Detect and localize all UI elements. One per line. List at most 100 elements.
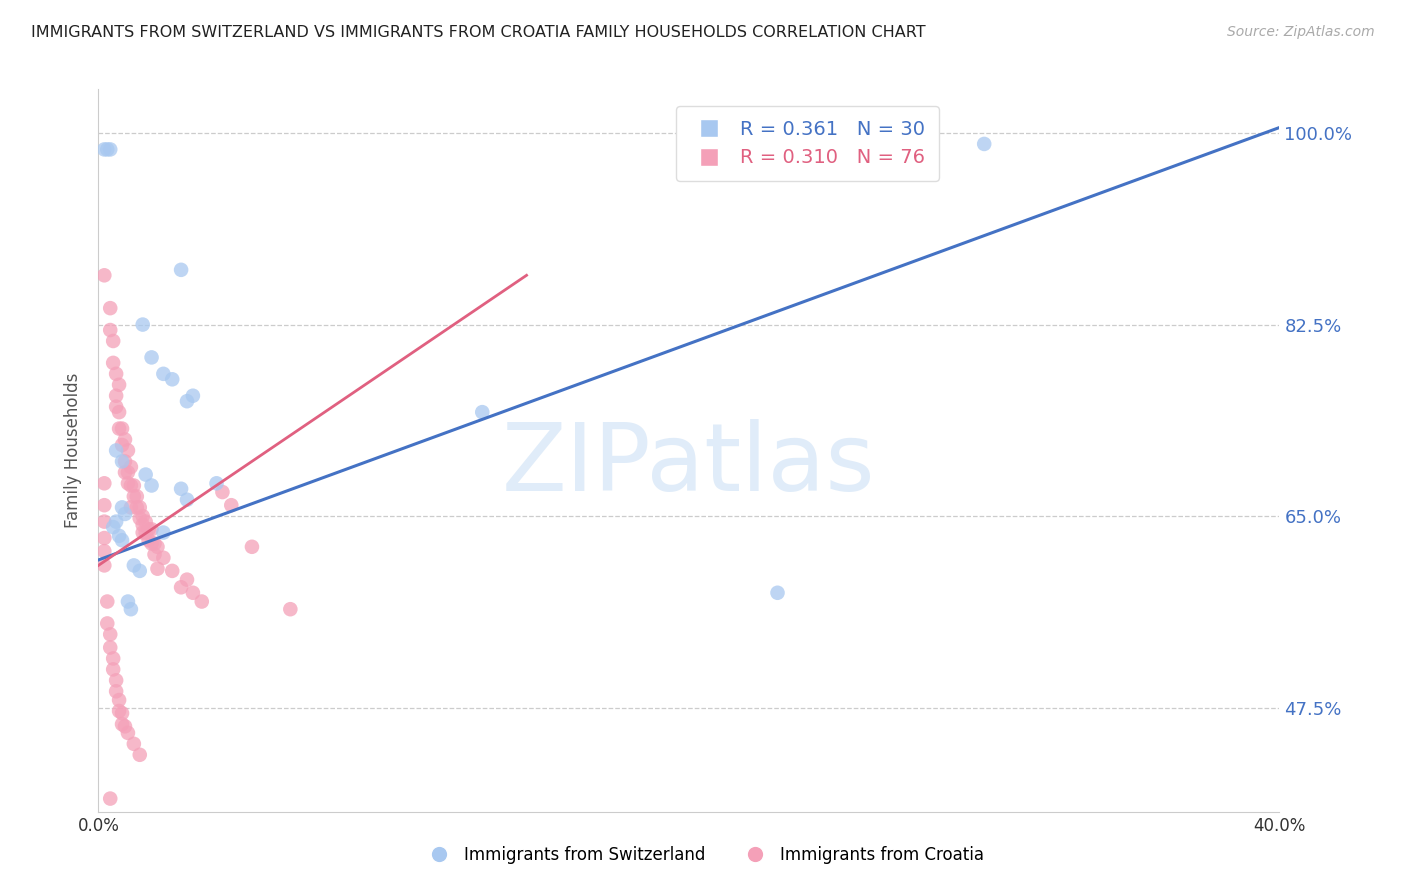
Point (103, 520, 125, 534)
Y-axis label: Family Households: Family Households (65, 373, 83, 528)
Point (103, 651, 125, 665)
Point (120, 500, 142, 515)
Point (205, 476, 228, 491)
Point (111, 717, 134, 731)
Point (143, 536, 166, 550)
Point (152, 367, 174, 381)
Point (117, 476, 139, 491)
Point (103, 356, 125, 370)
Point (105, 443, 128, 458)
Point (105, 673, 128, 688)
Point (120, 459, 142, 474)
Point (128, 511, 150, 525)
Point (108, 529, 131, 543)
Point (108, 421, 131, 435)
Point (108, 405, 131, 419)
Point (138, 522, 160, 536)
Point (176, 394, 198, 409)
Point (176, 492, 198, 507)
Text: IMMIGRANTS FROM SWITZERLAND VS IMMIGRANTS FROM CROATIA FAMILY HOUSEHOLDS CORRELA: IMMIGRANTS FROM SWITZERLAND VS IMMIGRANT… (31, 25, 925, 40)
Point (108, 704, 131, 718)
Point (98, 791, 121, 805)
Point (105, 400, 128, 414)
Point (191, 594, 214, 608)
Point (143, 548, 166, 562)
Point (114, 433, 136, 447)
Point (141, 536, 163, 550)
Point (170, 482, 193, 496)
Point (132, 318, 155, 332)
Point (108, 693, 131, 707)
Point (162, 372, 183, 386)
Point (117, 594, 139, 608)
Point (122, 737, 145, 751)
Point (181, 586, 204, 600)
Point (111, 706, 134, 721)
Point (114, 454, 136, 468)
Point (93, 515, 115, 529)
Point (122, 558, 145, 573)
Point (105, 684, 128, 698)
Point (146, 562, 169, 576)
Point (117, 726, 139, 740)
Point (111, 500, 134, 515)
Point (114, 466, 136, 480)
Point (98, 142, 121, 156)
Point (973, 136, 995, 151)
Point (128, 747, 150, 762)
Point (125, 500, 148, 515)
Point (96, 594, 118, 608)
Point (111, 421, 134, 435)
Point (128, 500, 150, 515)
Point (152, 525, 174, 540)
Point (146, 540, 169, 554)
Point (141, 478, 163, 492)
Text: ZIPatlas: ZIPatlas (502, 419, 876, 511)
Point (96, 142, 118, 156)
Point (111, 533, 134, 548)
Point (122, 490, 145, 504)
Point (132, 525, 155, 540)
Point (120, 478, 142, 492)
Point (471, 405, 494, 419)
Point (98, 301, 121, 315)
Legend: R = 0.361   N = 30, R = 0.310   N = 76: R = 0.361 N = 30, R = 0.310 N = 76 (676, 106, 939, 181)
Point (128, 564, 150, 578)
Point (93, 531, 115, 545)
Point (117, 443, 139, 458)
Point (138, 533, 160, 548)
Point (176, 573, 198, 587)
Point (170, 262, 193, 277)
Point (93, 142, 115, 156)
Point (141, 351, 163, 365)
Point (181, 389, 204, 403)
Point (141, 522, 163, 536)
Point (170, 580, 193, 594)
Point (93, 268, 115, 283)
Point (117, 466, 139, 480)
Point (93, 558, 115, 573)
Point (114, 507, 136, 521)
Point (122, 478, 145, 492)
Point (93, 544, 115, 558)
Point (132, 517, 155, 532)
Point (98, 640, 121, 655)
Point (103, 334, 125, 348)
Point (111, 438, 134, 452)
Point (98, 323, 121, 337)
Point (98, 627, 121, 641)
Point (105, 367, 128, 381)
Legend: Immigrants from Switzerland, Immigrants from Croatia: Immigrants from Switzerland, Immigrants … (415, 839, 991, 871)
Point (105, 515, 128, 529)
Point (96, 616, 118, 631)
Text: Source: ZipAtlas.com: Source: ZipAtlas.com (1227, 25, 1375, 39)
Point (108, 377, 131, 392)
Point (132, 509, 155, 524)
Point (125, 490, 148, 504)
Point (103, 662, 125, 676)
Point (111, 454, 134, 468)
Point (93, 476, 115, 491)
Point (211, 485, 233, 500)
Point (162, 564, 183, 578)
Point (114, 719, 136, 733)
